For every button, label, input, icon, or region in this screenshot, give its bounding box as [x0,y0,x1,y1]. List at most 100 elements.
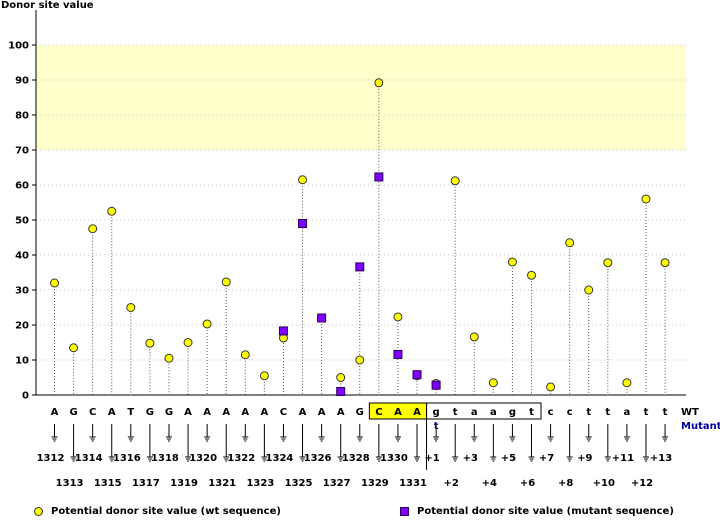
wt-base: t [529,407,534,418]
wt-base: A [222,407,230,418]
position-tick [70,424,77,462]
mutant-point [412,370,422,380]
position-tick [356,424,363,442]
position-tick [509,424,516,442]
position-tick [185,424,192,462]
position-label: 1321 [208,478,236,489]
wt-base: t [605,407,610,418]
wt-base: A [318,407,326,418]
y-tick-label: 100 [8,41,29,52]
wt-base: t [453,407,458,418]
mutant-point [317,313,327,323]
wt-base: C [89,407,96,418]
position-label: +1 [424,453,439,464]
y-tick-label: 80 [15,111,29,122]
position-tick [146,424,153,462]
position-tick [623,424,630,442]
wt-point [126,303,136,312]
high-score-band [36,45,686,150]
position-label: +6 [520,478,535,489]
wt-point [183,338,193,347]
position-tick [394,424,401,442]
position-label: 1324 [266,453,294,464]
axes: 0 10 20 30 40 50 60 70 80 90 100 [8,10,686,402]
y-grid [36,44,686,361]
position-tick [127,424,134,442]
position-label: +7 [539,453,554,464]
position-tick [337,424,344,462]
position-label: +3 [463,453,478,464]
position-tick [51,424,58,442]
y-tick-label: 0 [22,391,29,402]
mutant-point [431,380,441,390]
mutant-point [374,172,384,182]
wt-base: A [203,407,211,418]
wt-base: G [146,407,154,418]
position-label: +10 [593,478,615,489]
position-tick [433,424,440,442]
y-tick-label: 20 [15,321,29,332]
wt-point [469,332,479,342]
wt-base: A [108,407,116,418]
wt-point [488,378,498,388]
position-tick [204,424,211,442]
position-tick [414,424,421,462]
wt-point [88,224,98,234]
wt-base: C [375,407,382,418]
position-label: 1316 [113,453,141,464]
wt-base: a [490,407,497,418]
mutant-point [298,219,308,228]
position-label: 1320 [189,453,217,464]
wt-base: A [51,407,59,418]
wt-base: a [624,407,631,418]
intron-box [426,402,542,420]
position-label: +5 [501,453,516,464]
wt-point [107,206,117,216]
wt-point [240,350,250,360]
position-label: +2 [444,478,459,489]
legend-mutant-marker [400,507,409,516]
wt-base: A [299,407,307,418]
wt-base: c [567,407,573,418]
position-tick [318,424,325,442]
position-label: 1314 [75,453,103,464]
position-tick [375,424,382,462]
position-label: +13 [650,453,672,464]
position-tick [547,424,554,442]
position-tick [585,424,592,442]
mutant-point [393,349,403,359]
position-tick [566,424,573,462]
y-tick-label: 90 [15,76,29,87]
y-tick-label: 70 [15,146,29,157]
y-tick-label: 10 [15,356,29,367]
legend-wt-label: Potential donor site value (wt sequence) [51,506,281,517]
wt-point [565,238,575,248]
position-label: +12 [631,478,653,489]
position-label: 1319 [170,478,198,489]
wt-base: t [644,407,649,418]
position-tick [604,424,611,462]
wt-point [622,378,632,388]
position-tick [89,424,96,442]
y-tick-label: 50 [15,216,29,227]
position-label: 1312 [37,453,65,464]
wt-base: C [280,407,287,418]
legend-mutant-label: Potential donor site value (mutant seque… [417,506,674,517]
wt-point [641,194,651,204]
position-tick [108,424,115,462]
wt-point [50,278,59,288]
wt-base: A [394,407,402,418]
position-tick [280,424,287,442]
wt-point [355,355,365,365]
wt-point [259,371,269,381]
wt-base: a [471,407,478,418]
position-tick [528,424,535,462]
wt-base: T [127,407,134,418]
sequence-row: AGCATGGAAAAACAAAGCAAgttaagtccttattWTMuta… [51,402,720,432]
position-label: 1327 [323,478,351,489]
position-label: +8 [558,478,573,489]
position-label: 1331 [399,478,427,489]
wt-point [546,382,556,392]
wt-base: t [586,407,591,418]
